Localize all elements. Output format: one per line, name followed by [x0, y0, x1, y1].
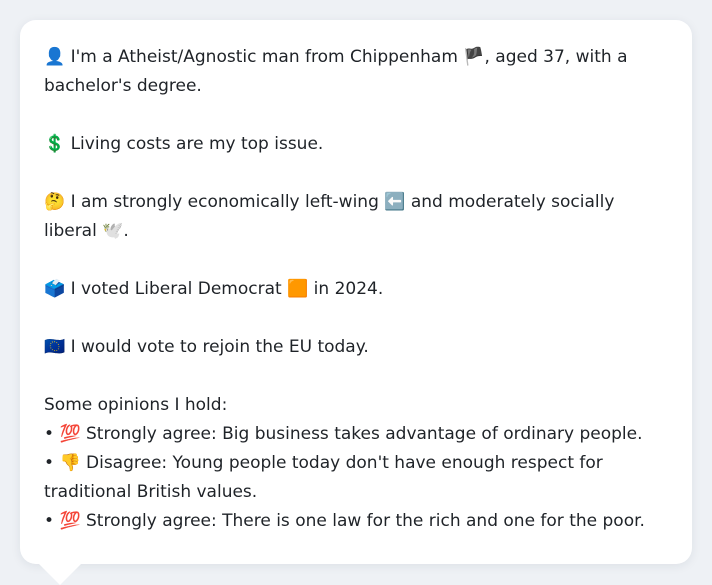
eu-text: I would vote to rejoin the EU today.: [70, 337, 369, 357]
opinion-text: Disagree: Young people today don't have …: [44, 453, 603, 502]
intro-text-a: I'm a Atheist/Agnostic man from Chippenh…: [70, 47, 458, 67]
england-flag-icon: 🏴: [463, 47, 485, 67]
vote-text-a: I voted Liberal Democrat: [70, 279, 282, 299]
opinions-title: Some opinions I hold:: [44, 395, 228, 415]
eu-line: 🇪🇺 I would vote to rejoin the EU today.: [44, 333, 668, 362]
ideology-line: 🤔 I am strongly economically left-wing ⬅…: [44, 188, 668, 246]
opinion-item: • 👎 Disagree: Young people today don't h…: [44, 449, 668, 507]
bullet: •: [44, 424, 55, 444]
ideology-text-a: I am strongly economically left-wing: [70, 192, 379, 212]
issue-text: Living costs are my top issue.: [70, 134, 324, 154]
bullet: •: [44, 511, 55, 531]
orange-square-icon: 🟧: [287, 279, 309, 299]
dove-icon: 🕊️: [102, 221, 124, 241]
vote-line: 🗳️ I voted Liberal Democrat 🟧 in 2024.: [44, 275, 668, 304]
vote-text-b: in 2024.: [313, 279, 384, 299]
thinking-face-icon: 🤔: [44, 192, 66, 212]
opinion-text: Strongly agree: There is one law for the…: [86, 511, 645, 531]
spacer: [44, 362, 668, 391]
opinion-text: Strongly agree: Big business takes advan…: [86, 424, 643, 444]
profile-card: 👤 I'm a Atheist/Agnostic man from Chippe…: [20, 20, 692, 564]
dollar-icon: 💲: [44, 134, 66, 154]
ideology-text-b: and moderately socially liberal: [44, 192, 615, 241]
bullet: •: [44, 453, 55, 473]
issue-line: 💲 Living costs are my top issue.: [44, 130, 668, 159]
opinion-item: • 💯 Strongly agree: Big business takes a…: [44, 420, 668, 449]
spacer: [44, 101, 668, 130]
ballot-box-icon: 🗳️: [44, 279, 66, 299]
left-arrow-icon: ⬅️: [384, 192, 406, 212]
eu-flag-icon: 🇪🇺: [44, 337, 66, 357]
intro-text-b: , aged 37, with a bachelor's degree.: [44, 47, 628, 96]
spacer: [44, 304, 668, 333]
spacer: [44, 159, 668, 188]
person-icon: 👤: [44, 47, 66, 67]
opinion-item: • 💯 Strongly agree: There is one law for…: [44, 507, 668, 536]
ideology-text-c: .: [123, 221, 129, 241]
thumbs-down-icon: 👎: [59, 453, 81, 473]
spacer: [44, 246, 668, 275]
hundred-points-icon: 💯: [59, 511, 81, 531]
speech-bubble-tail: [38, 563, 82, 585]
intro-line: 👤 I'm a Atheist/Agnostic man from Chippe…: [44, 43, 668, 101]
hundred-points-icon: 💯: [59, 424, 81, 444]
